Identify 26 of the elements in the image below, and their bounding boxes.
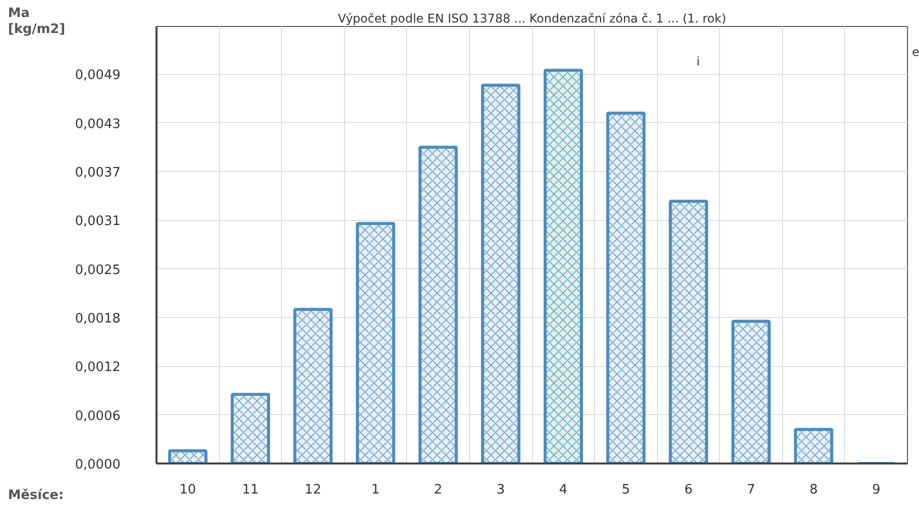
x-tick-label: 3: [496, 482, 505, 498]
x-tick-label: 4: [559, 482, 568, 498]
x-tick-label: 2: [434, 482, 442, 498]
y-tick-label: 0,0000: [75, 458, 121, 472]
y-tick-label: 0,0018: [75, 312, 121, 326]
y-tick-label: 0,0012: [75, 360, 121, 376]
x-tick-label: 11: [242, 482, 259, 498]
y-tick-label: 0,0037: [75, 166, 121, 181]
y-tick-label: 0,0006: [75, 408, 121, 424]
y-tick-label: 0,0043: [75, 116, 121, 132]
x-tick-label: 6: [684, 482, 693, 498]
x-tick-label: 7: [746, 482, 756, 498]
x-tick-label: 9: [872, 482, 880, 498]
chart-title: Výpočet podle EN ISO 13788 ... Kondenzační zóna č. 1 ... (1. rok): [338, 12, 726, 26]
x-tick-label: 12: [304, 482, 322, 498]
x-axis-title: Měsíce:: [8, 488, 64, 504]
x-tick-label: 5: [622, 482, 630, 498]
y-axis-title: Ma [kg/m2]: [8, 6, 66, 38]
x-tick-label: 10: [180, 482, 196, 498]
y-tick-label: 0,0031: [75, 214, 121, 230]
x-tick-label: 1: [371, 482, 380, 498]
annotation: i: [696, 54, 700, 68]
text: e: [912, 44, 919, 61]
x-tick-label: 8: [809, 482, 818, 498]
y-tick-label: 0,0049: [75, 68, 121, 84]
y-tick-label: 0,0025: [75, 262, 121, 278]
